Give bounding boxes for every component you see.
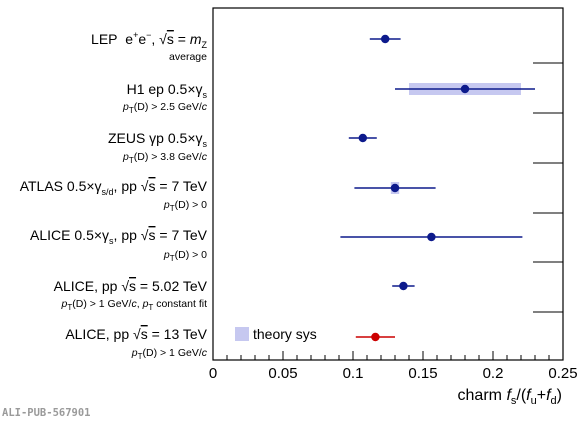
row-label-zeus: ZEUS γp 0.5×γs bbox=[108, 130, 208, 149]
x-tick-label: 0 bbox=[209, 365, 217, 382]
data-point bbox=[358, 133, 367, 143]
row-sublabel-h1: pT(D) > 2.5 GeV/c bbox=[122, 101, 208, 115]
theory-bands bbox=[390, 83, 521, 194]
x-tick-marks bbox=[212, 351, 564, 360]
row-label-alice-13: ALICE, pp √s = 13 TeV bbox=[65, 326, 207, 342]
row-sublabel-alice-13: pT(D) > 1 GeV/c bbox=[131, 347, 208, 361]
data-point bbox=[427, 232, 436, 242]
data-point bbox=[399, 281, 408, 291]
row-sublabel-lep: average bbox=[169, 51, 207, 63]
x-tick-label: 0.1 bbox=[343, 365, 364, 382]
right-tick-marks bbox=[533, 62, 563, 313]
data-points bbox=[340, 34, 535, 342]
legend-swatch-theory-sys bbox=[235, 327, 249, 341]
x-tick-label: 0.25 bbox=[548, 365, 577, 382]
row-label-atlas: ATLAS 0.5×γs/d, pp √s = 7 TeV bbox=[20, 178, 208, 197]
row-label-alice-7: ALICE 0.5×γs, pp √s = 7 TeV bbox=[30, 227, 208, 246]
data-point bbox=[371, 332, 380, 342]
x-tick-label: 0.2 bbox=[483, 365, 504, 382]
data-point bbox=[390, 183, 400, 193]
legend: theory sys bbox=[235, 326, 317, 342]
row-sublabel-alice-7: pT(D) > 0 bbox=[163, 249, 207, 263]
watermark: ALI-PUB-567901 bbox=[2, 407, 91, 419]
x-tick-label: 0.15 bbox=[408, 365, 437, 382]
x-axis-title: charm fs/(fu+fd) bbox=[458, 387, 562, 407]
x-tick-labels: 0 0.05 0.1 0.15 0.2 0.25 bbox=[209, 365, 578, 382]
data-point bbox=[460, 84, 470, 94]
plot-frame bbox=[212, 7, 564, 361]
row-sublabel-alice-502: pT(D) > 1 GeV/c, pT constant fit bbox=[61, 298, 208, 312]
row-sublabel-atlas: pT(D) > 0 bbox=[163, 199, 207, 213]
row-label-h1: H1 ep 0.5×γs bbox=[127, 81, 208, 100]
data-point bbox=[381, 34, 390, 44]
legend-label: theory sys bbox=[253, 326, 317, 342]
x-tick-label: 0.05 bbox=[268, 365, 297, 382]
row-label-lep: LEP e+e−, √s = mZ bbox=[91, 30, 207, 50]
row-label-alice-502: ALICE, pp √s = 5.02 TeV bbox=[54, 278, 208, 294]
row-labels: LEP e+e−, √s = mZ average H1 ep 0.5×γs p… bbox=[20, 30, 208, 361]
row-sublabel-zeus: pT(D) > 3.8 GeV/c bbox=[122, 151, 208, 165]
